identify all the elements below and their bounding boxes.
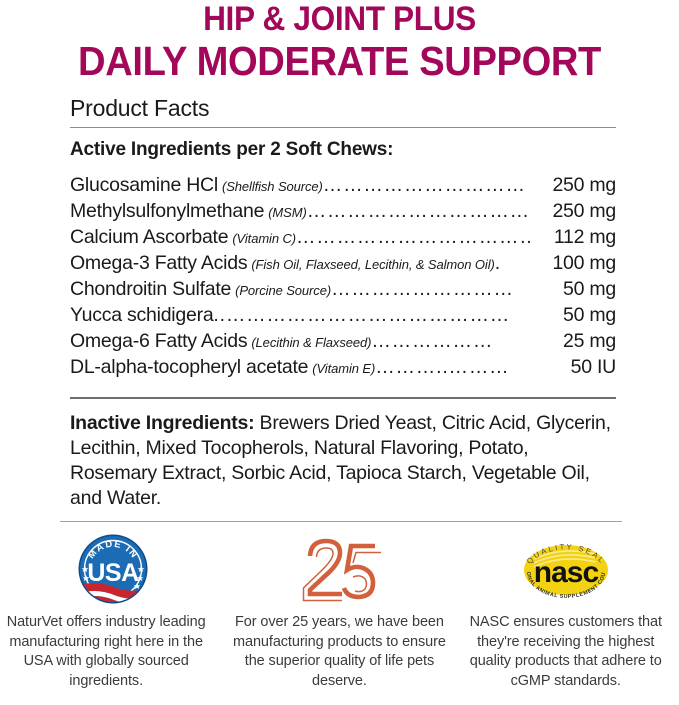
badge-3: QUALITY SEALNATIONAL ANIMAL SUPPLEMENT C… <box>453 532 679 691</box>
ingredient-dot-leader: ………..……… <box>375 356 510 378</box>
inactive-ingredients-label: Inactive Ingredients: <box>70 412 255 434</box>
title-line-2: DAILY MODERATE SUPPORT <box>78 38 601 84</box>
ingredient-row: Methylsulfonylmethane (MSM)…………………………… 250… <box>70 200 616 226</box>
ingredient-amount: 250 mg <box>552 174 616 196</box>
ingredient-dot-leader: …………………………… <box>306 200 530 222</box>
ingredient-name: DL-alpha-tocopheryl acetate <box>70 356 309 378</box>
badge-1: MADE IN USA NaturVet offers industry leadi… <box>0 532 226 691</box>
ingredient-name: Glucosamine HCl <box>70 174 218 196</box>
ingredient-row: Glucosamine HCl (Shellfish Source)…………………… <box>70 174 616 200</box>
ingredient-name: Yucca schidigera <box>70 304 214 326</box>
product-facts-heading: Product Facts <box>70 95 210 121</box>
ingredient-amount: 25 mg <box>563 330 616 352</box>
ingredient-name: Calcium Ascorbate <box>70 226 229 248</box>
divider-under-product-facts <box>70 127 616 128</box>
badge-2: 25 For over 25 years, we have been manufa… <box>226 532 452 691</box>
ingredient-source-note: (Vitamin C) <box>232 231 296 246</box>
product-facts-panel: Product Facts Active Ingredients per 2 S… <box>70 94 616 511</box>
badge-caption: NASC ensures customers that they're rece… <box>469 614 662 689</box>
ingredient-dot-leader: ……………… <box>371 330 494 352</box>
ingredient-amount: 50 mg <box>563 278 616 300</box>
ingredient-name: Omega-6 Fatty Acids <box>70 330 248 352</box>
active-ingredients-list: Glucosamine HCl (Shellfish Source)…………………… <box>70 174 616 382</box>
ingredient-source-note: (Fish Oil, Flaxseed, Lecithin, & Salmon … <box>251 257 495 272</box>
inactive-ingredients-section: Inactive Ingredients: Brewers Dried Yeas… <box>70 397 616 511</box>
ingredient-dot-leader: . <box>494 252 501 274</box>
active-ingredients-heading: Active Ingredients per 2 Soft Chews: <box>70 139 394 160</box>
ingredient-amount: 50 mg <box>563 304 616 326</box>
ingredient-source-note: (MSM) <box>268 205 307 220</box>
product-title: HIP & JOINT PLUS DAILY MODERATE SUPPORT <box>0 2 679 82</box>
ingredient-name: Omega-3 Fatty Acids <box>70 252 248 274</box>
ingredient-row: Chondroitin Sulfate (Porcine Source)……………… <box>70 278 616 304</box>
inactive-ingredients-body: Brewers Dried Yeast, Citric Acid, Glycer… <box>70 412 611 509</box>
ingredient-amount: 50 IU <box>570 356 616 378</box>
ingredient-dot-leader: ……………………… <box>331 278 514 300</box>
ingredient-row: Omega-6 Fatty Acids (Lecithin & Flaxseed)… <box>70 330 616 356</box>
divider-above-badges <box>60 521 622 522</box>
divider-above-inactive <box>70 397 616 399</box>
ingredient-amount: 112 mg <box>553 226 616 248</box>
ingredient-amount: 250 mg <box>552 200 616 222</box>
svg-text:nasc: nasc <box>534 556 599 589</box>
ingredient-source-note: (Vitamin E) <box>312 361 376 376</box>
svg-text:USA: USA <box>87 559 139 587</box>
ingredient-row: Calcium Ascorbate (Vitamin C)………………………………… <box>70 226 616 252</box>
ingredient-source-note: (Lecithin & Flaxseed) <box>251 335 372 350</box>
ingredient-name: Methylsulfonylmethane <box>70 200 265 222</box>
inactive-ingredients-text: Inactive Ingredients: Brewers Dried Yeas… <box>70 411 616 511</box>
badge-row: MADE IN USA NaturVet offers industry leadi… <box>0 532 679 691</box>
ingredient-source-note: (Shellfish Source) <box>221 179 323 194</box>
nasc-quality-seal-icon: QUALITY SEALNATIONAL ANIMAL SUPPLEMENT C… <box>514 532 618 610</box>
badge-caption: NaturVet offers industry leading manufac… <box>6 614 206 689</box>
ingredient-amount: 100 mg <box>552 252 616 274</box>
ingredient-row: DL-alpha-tocopheryl acetate (Vitamin E)……… <box>70 356 616 382</box>
ingredient-dot-leader: ..…………………………………… <box>213 304 511 326</box>
title-line-1: HIP & JOINT PLUS <box>203 0 476 38</box>
ingredient-dot-leader: ………………………… <box>322 174 526 196</box>
ingredient-source-note: (Porcine Source) <box>235 283 332 298</box>
twenty-five-years-icon: 25 <box>303 538 382 602</box>
badge-caption: For over 25 years, we have been manufact… <box>233 614 446 689</box>
ingredient-row: Omega-3 Fatty Acids (Fish Oil, Flaxseed, … <box>70 252 616 278</box>
ingredient-dot-leader: ……………………………… <box>296 226 533 248</box>
ingredient-name: Chondroitin Sulfate <box>70 278 232 300</box>
twenty-five-years-icon: 25 <box>293 532 385 610</box>
nasc-quality-seal-icon: QUALITY SEALNATIONAL ANIMAL SUPPLEMENT C… <box>514 532 608 600</box>
ingredient-row: Yucca schidigera..…………………………………… 50 mg <box>70 304 616 330</box>
